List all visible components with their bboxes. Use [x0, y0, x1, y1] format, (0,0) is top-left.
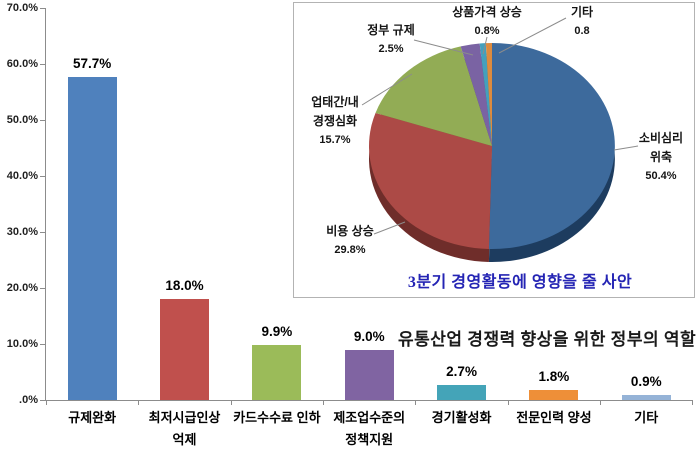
pie-slice	[375, 46, 492, 146]
pie-leader-line	[361, 73, 413, 106]
category-label-line: 경기활성화	[431, 410, 492, 425]
bar	[529, 389, 579, 400]
pie-slice-label: 정부 규제 2.5%	[326, 21, 456, 59]
y-axis-tick	[40, 120, 45, 121]
category-label-line: 정책지원	[345, 432, 394, 447]
pie-leader-line	[482, 36, 488, 55]
pie-slice-value: 0.8%	[474, 25, 500, 37]
x-axis-tick	[692, 400, 694, 405]
pie-slice-label-line: 정부 규제	[367, 23, 415, 37]
bar-chart-title: 유통산업 경쟁력 향상을 위한 정부의 역할	[398, 330, 697, 349]
y-axis-tick-label: 70.0%	[6, 2, 38, 14]
x-axis-tick	[507, 400, 509, 405]
pie-slice	[479, 43, 492, 146]
pie-slice	[369, 112, 492, 249]
category-label-line: 최저시급인상	[148, 410, 221, 425]
bar-value-label: 2.7%	[446, 363, 477, 379]
category-label-line: 제조업수준의	[333, 410, 406, 425]
pie-slice-value: 15.7%	[319, 134, 351, 146]
y-axis-tick	[40, 288, 45, 289]
bar	[621, 394, 671, 400]
pie-slice-label: 비용 상승 29.8%	[285, 222, 415, 260]
pie-slice-value: 2.5%	[378, 43, 404, 55]
x-axis-line	[45, 400, 693, 401]
y-axis-tick-label: .0%	[19, 394, 38, 406]
y-axis-tick	[40, 8, 45, 9]
pie-slice-label-line: 업태간/내	[311, 95, 359, 109]
bar-value-label: 57.7%	[73, 55, 112, 71]
bar	[252, 344, 302, 400]
pie-chart-title: 3분기 경영활동에 영향을 줄 사안	[407, 274, 633, 291]
category-label-line: 억제	[172, 432, 197, 447]
y-axis-tick-label: 20.0%	[6, 282, 38, 294]
pie-leader-line	[373, 221, 406, 235]
pie-slice-label-line: 상품가격 상승	[452, 5, 522, 19]
bar-value-label: 9.9%	[261, 323, 293, 339]
category-label-line: 규제완화	[68, 410, 117, 425]
pie-slice-value: 29.8%	[334, 244, 366, 256]
pie-slice-value: 0.8	[574, 25, 590, 37]
pie-slice-value: 50.4%	[645, 170, 677, 182]
y-axis-tick-label: 30.0%	[6, 226, 38, 238]
bar-value-label: 9.0%	[353, 328, 385, 344]
category-label-line: 전문인력 양성	[516, 410, 592, 425]
bar	[437, 384, 487, 400]
pie-leader-line	[613, 145, 639, 151]
y-axis-tick	[40, 344, 45, 345]
category-label: 경기활성화	[406, 407, 518, 429]
y-axis-tick	[40, 232, 45, 233]
category-label-line: 카드수수료 인하	[233, 410, 321, 425]
category-label: 규제완화	[36, 407, 148, 429]
pie-slice-label-line: 비용 상승	[326, 224, 374, 238]
pie-slice	[485, 43, 492, 146]
x-axis-tick	[46, 400, 47, 405]
x-axis-tick	[138, 400, 140, 405]
pie-leader-line	[498, 17, 567, 54]
x-axis-tick	[415, 400, 417, 405]
bar-value-label: 18.0%	[165, 278, 204, 294]
x-axis-tick	[323, 400, 325, 405]
y-axis-line	[45, 8, 46, 400]
category-label: 전문인력 양성	[498, 407, 610, 429]
bar-value-label: 1.8%	[538, 368, 570, 384]
pie-slice-label-line: 위축	[649, 150, 673, 164]
bar-value-label: 0.9%	[630, 373, 662, 389]
category-label: 카드수수료 인하	[221, 407, 333, 429]
y-axis-tick-label: 60.0%	[6, 58, 38, 70]
pie-slice-label: 상품가격 상승 0.8%	[422, 3, 552, 41]
y-axis-tick	[40, 64, 45, 65]
pie-slice-label-line: 경쟁심화	[312, 114, 358, 128]
y-axis-tick-label: 50.0%	[6, 114, 38, 126]
y-axis-tick-label: 40.0%	[6, 170, 38, 182]
pie-chart	[361, 17, 639, 262]
pie-slice-label-line: 기타	[570, 5, 594, 19]
y-axis-tick	[40, 400, 45, 401]
bar	[160, 299, 210, 400]
y-axis-tick	[40, 176, 45, 177]
pie-slice-label-line: 소비심리	[638, 131, 684, 145]
category-label: 기타	[590, 407, 700, 429]
x-axis-tick	[230, 400, 232, 405]
pie-slice	[460, 43, 492, 146]
bar	[344, 349, 394, 400]
pie-slice-label: 기타 0.8	[517, 3, 647, 41]
x-axis-tick	[600, 400, 602, 405]
bar	[67, 76, 117, 400]
pie-leader-line	[413, 39, 474, 56]
pie-slice	[488, 43, 615, 249]
y-axis-tick-label: 10.0%	[6, 338, 38, 350]
category-label-line: 기타	[634, 410, 659, 425]
